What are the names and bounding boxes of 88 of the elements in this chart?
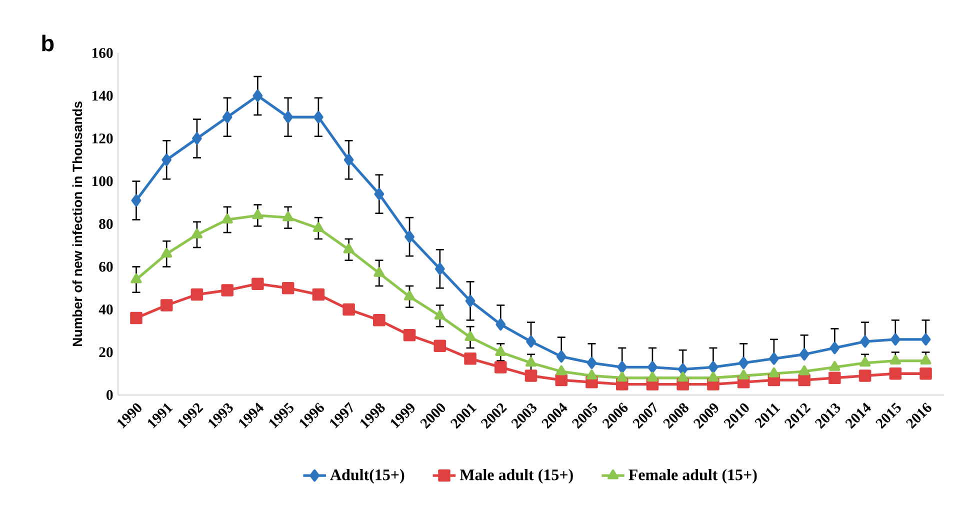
point <box>526 335 536 348</box>
point <box>860 356 871 367</box>
point <box>282 211 294 222</box>
y-tick-label: 80 <box>99 219 113 229</box>
point <box>708 361 718 374</box>
y-axis-title: Number of new infection in Thousands <box>72 102 82 346</box>
point <box>192 132 202 145</box>
y-tick-label: 40 <box>98 304 113 314</box>
point <box>312 288 325 301</box>
point <box>496 318 506 331</box>
point <box>191 228 202 238</box>
point <box>586 356 597 370</box>
point <box>617 361 628 374</box>
point <box>738 370 750 380</box>
point <box>162 154 172 166</box>
point <box>646 372 658 382</box>
point <box>828 372 841 384</box>
point <box>374 188 384 200</box>
point <box>738 356 749 370</box>
point <box>494 361 507 374</box>
point <box>222 110 232 124</box>
legend-label: Male adult (15+) <box>460 468 573 484</box>
point <box>769 352 779 365</box>
point <box>313 110 324 124</box>
point <box>798 365 810 376</box>
point <box>860 335 870 348</box>
point <box>858 370 872 382</box>
point <box>252 278 264 290</box>
point <box>434 262 445 276</box>
point <box>434 310 446 320</box>
legend-label: Adult(15+) <box>330 468 404 484</box>
point <box>130 273 142 284</box>
point <box>131 194 142 207</box>
y-tick-label: 60 <box>99 262 113 272</box>
point <box>434 340 446 352</box>
point <box>616 372 628 382</box>
point <box>252 209 264 220</box>
point <box>374 267 385 277</box>
point <box>889 367 902 380</box>
legend-label: Female adult (15+) <box>628 468 757 484</box>
chart-title: b <box>42 34 54 52</box>
point <box>556 350 566 363</box>
point <box>829 361 840 371</box>
point <box>221 284 234 296</box>
y-tick-label: 120 <box>92 134 113 144</box>
point <box>799 348 810 361</box>
point <box>495 346 506 356</box>
point <box>768 367 780 378</box>
y-tick-label: 0 <box>106 390 113 400</box>
point <box>524 370 538 382</box>
point <box>312 222 324 232</box>
point <box>920 333 931 346</box>
point <box>222 214 233 224</box>
y-tick-label: 160 <box>92 48 113 58</box>
point <box>890 333 900 346</box>
point <box>344 154 354 166</box>
point <box>830 342 840 354</box>
point <box>373 314 386 326</box>
point <box>404 230 414 243</box>
point <box>920 354 932 365</box>
point <box>130 312 142 324</box>
point <box>282 282 294 294</box>
point <box>343 244 354 254</box>
point <box>648 361 658 374</box>
point <box>403 329 416 342</box>
point <box>708 372 719 382</box>
y-tick-label: 140 <box>92 90 113 101</box>
point <box>678 363 688 376</box>
point <box>920 367 932 380</box>
point <box>798 374 810 386</box>
point <box>464 352 476 365</box>
y-tick-label: 20 <box>99 347 113 358</box>
point <box>404 290 416 300</box>
point <box>342 303 355 316</box>
point <box>160 299 173 312</box>
point <box>465 294 476 308</box>
point <box>283 110 293 124</box>
point <box>464 331 476 342</box>
point <box>161 248 172 258</box>
point <box>677 372 688 382</box>
point <box>555 374 568 386</box>
point <box>556 365 567 376</box>
point <box>890 354 901 365</box>
point <box>252 90 263 102</box>
point <box>586 370 598 380</box>
point <box>190 288 204 301</box>
point <box>526 356 536 367</box>
y-tick-label: 100 <box>92 176 113 186</box>
